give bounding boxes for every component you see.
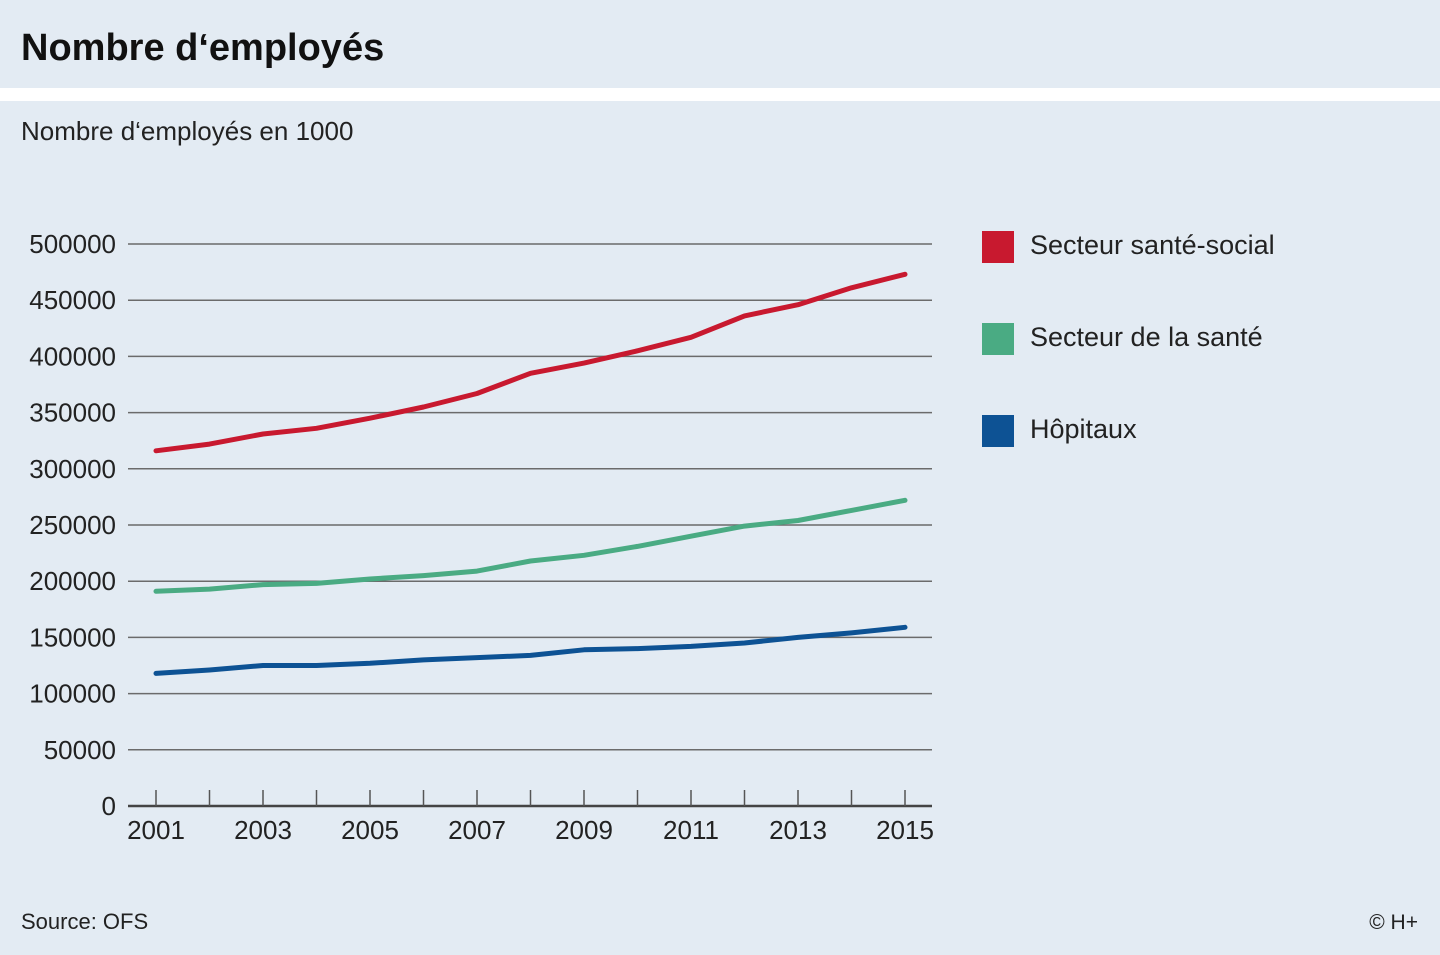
series-line-0 [153,271,908,454]
x-tick-label: 2003 [234,815,292,845]
chart-subtitle: Nombre d‘employés en 1000 [21,116,354,146]
y-tick-label: 200000 [29,566,116,596]
copyright-note: © H+ [1369,911,1418,934]
legend-swatch-red [982,231,1014,263]
y-tick-label: 150000 [29,622,116,652]
y-tick-label: 50000 [44,735,116,765]
y-tick-label: 450000 [29,285,116,315]
header: Nombre d‘employés [0,0,1440,88]
legend-item-sante: Secteur de la santé [982,320,1402,356]
legend-swatch-blue [982,415,1014,447]
y-tick-label: 0 [102,791,116,821]
x-tick-label: 2011 [663,815,719,845]
legend-swatch-green [982,323,1014,355]
legend-item-sante-social: Secteur santé-social [982,228,1402,264]
y-tick-label: 300000 [29,454,116,484]
x-tick-label: 2005 [341,815,399,845]
y-tick-label: 250000 [29,510,116,540]
y-tick-label: 400000 [29,341,116,371]
x-tick-label: 2007 [448,815,506,845]
y-tick-label: 350000 [29,398,116,428]
grid-lines [128,243,932,808]
x-tick-label: 2015 [876,815,934,845]
legend-item-hopitaux: Hôpitaux [982,412,1402,448]
x-tick-label: 2009 [555,815,613,845]
source-note: Source: OFS [21,909,149,934]
legend-label: Secteur de la santé [1030,322,1263,352]
legend-label: Secteur santé-social [1030,230,1275,260]
x-tick-label: 2013 [769,815,827,845]
legend-label: Hôpitaux [1030,414,1137,444]
chart-title: Nombre d‘employés [21,27,385,69]
series-line-2 [153,624,908,676]
line-chart: 0 50000 100000 150000 200000 250000 300000 3500… [29,229,934,845]
y-tick-label: 100000 [29,679,116,709]
series-line-1 [153,497,908,594]
y-tick-labels: 0 50000 100000 150000 200000 250000 300000 3500… [29,229,116,821]
y-tick-label: 500000 [29,229,116,259]
x-tick-label: 2001 [127,815,185,845]
series-lines [153,271,908,676]
x-tick-marks: 2001 2003 2005 2007 2009 2011 2013 2015 [127,790,934,845]
